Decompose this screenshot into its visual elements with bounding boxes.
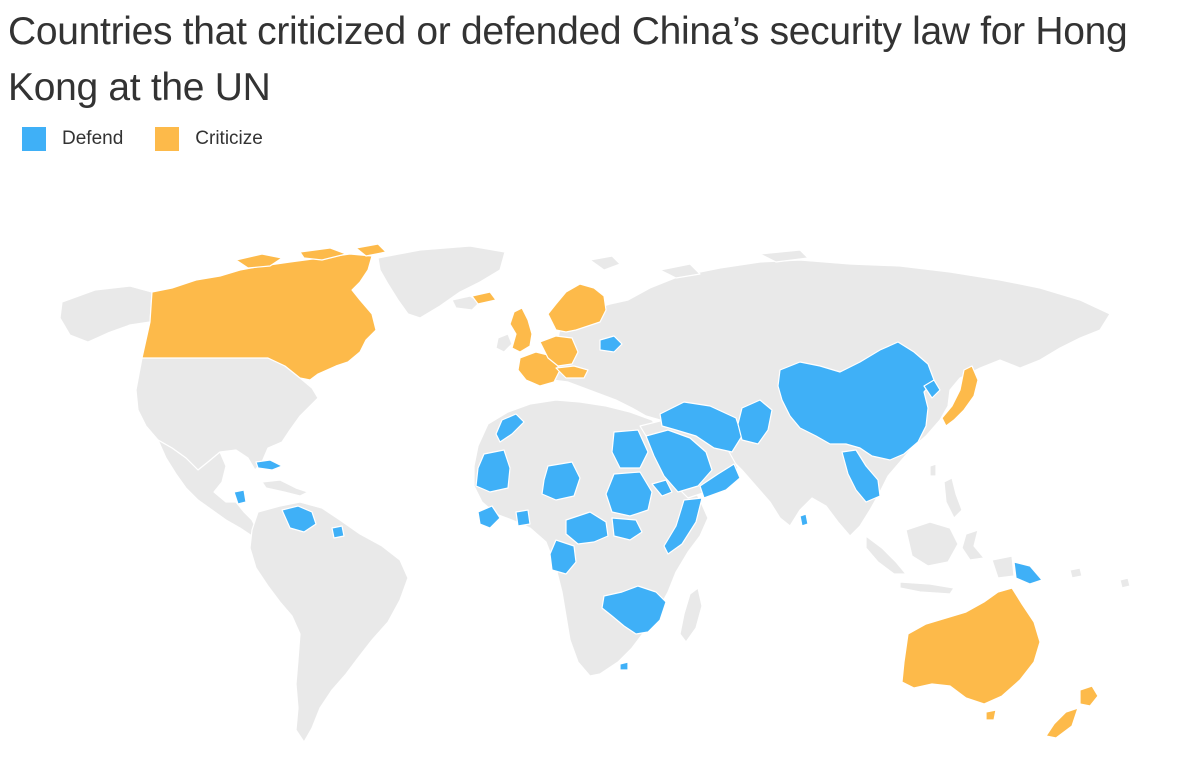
iceland (451, 295, 481, 311)
west-africa-coast (477, 505, 501, 529)
map-title: Countries that criticized or defended Ch… (8, 10, 1128, 109)
legend-label-defend: Defend (62, 128, 124, 149)
iran-iraq (659, 401, 743, 453)
greenland (377, 245, 506, 319)
canada-arctic-isles (235, 243, 387, 269)
caribbean-islands (261, 479, 309, 497)
west-africa-small (515, 509, 531, 527)
belarus (599, 335, 623, 353)
eswatini (619, 661, 629, 671)
legend-item-criticize: Criticize (155, 127, 263, 151)
borneo (905, 521, 959, 567)
suriname (331, 525, 345, 539)
arctic-islands (589, 249, 809, 279)
egypt (611, 429, 649, 469)
france (517, 351, 561, 387)
somalia (663, 497, 703, 555)
japan (941, 365, 979, 427)
germany-benelux (539, 335, 579, 367)
south-america (249, 501, 409, 743)
pacific-islands (1069, 567, 1131, 589)
criticize-countries (141, 243, 1099, 739)
central-africa-block (565, 511, 609, 545)
tasmania (985, 709, 997, 721)
pakistan (737, 399, 773, 445)
sulawesi (961, 529, 985, 561)
mexico-central-america (157, 439, 259, 537)
eritrea-djibouti (651, 479, 673, 497)
papua-new-guinea (1013, 561, 1043, 585)
new-zealand (1045, 685, 1099, 739)
south-sudan (611, 517, 643, 541)
southern-africa-east (601, 585, 667, 635)
united-kingdom (509, 307, 533, 353)
legend-label-criticize: Criticize (195, 128, 263, 149)
congo-region (549, 539, 577, 575)
defend-countries (233, 335, 1043, 671)
legend-item-defend: Defend (22, 127, 123, 151)
alaska (59, 285, 153, 343)
oman-yemen (699, 463, 741, 499)
north-korea (923, 379, 941, 399)
criticize-north-atlantic-isle (471, 291, 497, 305)
indonesia-java (899, 581, 955, 595)
saudi-arabia (645, 429, 713, 493)
cuba (255, 459, 283, 471)
sri-lanka (799, 513, 809, 527)
philippines (943, 477, 963, 519)
australia (901, 587, 1041, 705)
madagascar (679, 587, 703, 643)
mauritania-mali (475, 449, 511, 493)
sudan (605, 471, 653, 517)
ireland (495, 333, 513, 353)
taiwan (929, 463, 937, 477)
myanmar-laos-cambodia (841, 449, 881, 503)
nordic-countries (547, 283, 607, 333)
niger (541, 461, 581, 501)
switzerland-austria (555, 365, 589, 379)
world-map (0, 230, 1200, 775)
nicaragua (233, 489, 247, 505)
venezuela (281, 505, 317, 533)
legend: Defend Criticize (22, 124, 295, 154)
papua-west (991, 555, 1015, 579)
china (777, 341, 935, 461)
indonesia-west (865, 535, 907, 575)
morocco (495, 413, 525, 443)
legend-swatch-criticize (155, 127, 180, 151)
legend-swatch-defend (22, 127, 46, 151)
